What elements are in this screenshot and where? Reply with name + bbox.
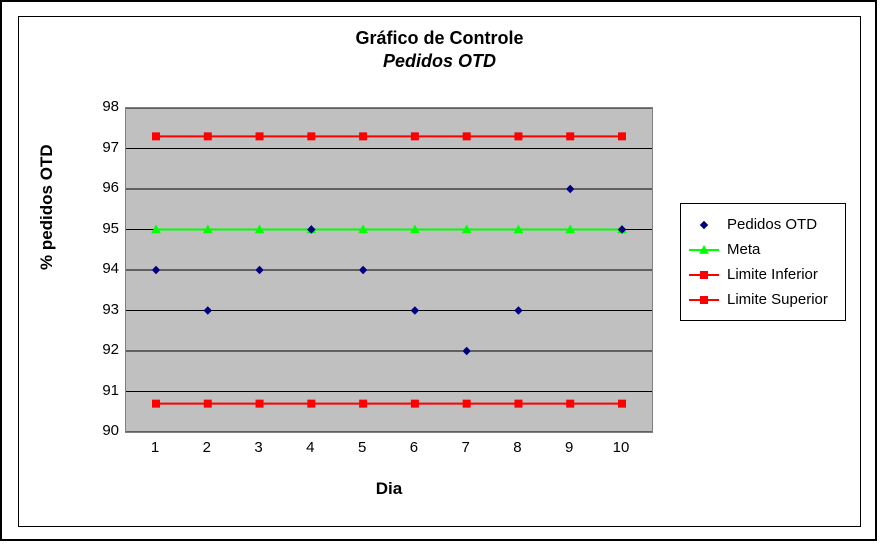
plot-svg xyxy=(126,108,652,432)
series-limite_superior xyxy=(153,133,626,140)
legend-row-pedidos-otd: Pedidos OTD xyxy=(689,212,837,237)
legend-label-limite-inferior: Limite Inferior xyxy=(727,266,818,283)
legend-row-meta: Meta xyxy=(689,237,837,262)
x-tick-label: 7 xyxy=(451,439,481,456)
legend-swatch-limite-superior xyxy=(689,293,719,307)
x-tick-label: 1 xyxy=(140,439,170,456)
y-tick-label: 95 xyxy=(77,220,119,237)
chart-frame: Gráfico de Controle Pedidos OTD % pedido… xyxy=(18,16,861,527)
y-axis-label: % pedidos OTD xyxy=(37,144,57,270)
x-tick-label: 6 xyxy=(399,439,429,456)
y-tick-label: 93 xyxy=(77,301,119,318)
chart-title: Gráfico de Controle Pedidos OTD xyxy=(19,27,860,74)
chart-title-line2: Pedidos OTD xyxy=(383,51,496,71)
x-tick-label: 10 xyxy=(606,439,636,456)
series-limite_inferior xyxy=(153,400,626,407)
legend-label-limite-superior: Limite Superior xyxy=(727,291,828,308)
legend: Pedidos OTD Meta Limite Inferior Limite … xyxy=(680,203,846,321)
y-tick-label: 90 xyxy=(77,422,119,439)
x-tick-label: 3 xyxy=(244,439,274,456)
x-tick-label: 8 xyxy=(502,439,532,456)
legend-row-limite-superior: Limite Superior xyxy=(689,287,837,312)
plot-area xyxy=(125,107,653,433)
y-tick-label: 98 xyxy=(77,98,119,115)
y-tick-label: 92 xyxy=(77,341,119,358)
legend-swatch-pedidos-otd xyxy=(689,218,719,232)
x-tick-label: 5 xyxy=(347,439,377,456)
outer-frame: Gráfico de Controle Pedidos OTD % pedido… xyxy=(0,0,877,541)
x-tick-label: 9 xyxy=(554,439,584,456)
legend-row-limite-inferior: Limite Inferior xyxy=(689,262,837,287)
legend-swatch-meta xyxy=(689,243,719,257)
legend-label-pedidos-otd: Pedidos OTD xyxy=(727,216,817,233)
legend-swatch-limite-inferior xyxy=(689,268,719,282)
y-tick-label: 97 xyxy=(77,139,119,156)
y-tick-label: 94 xyxy=(77,260,119,277)
x-tick-label: 4 xyxy=(295,439,325,456)
x-tick-label: 2 xyxy=(192,439,222,456)
series-meta xyxy=(152,226,626,233)
legend-label-meta: Meta xyxy=(727,241,760,258)
y-tick-label: 96 xyxy=(77,179,119,196)
x-axis-label: Dia xyxy=(125,479,653,499)
chart-title-line1: Gráfico de Controle xyxy=(355,28,523,48)
y-tick-label: 91 xyxy=(77,382,119,399)
